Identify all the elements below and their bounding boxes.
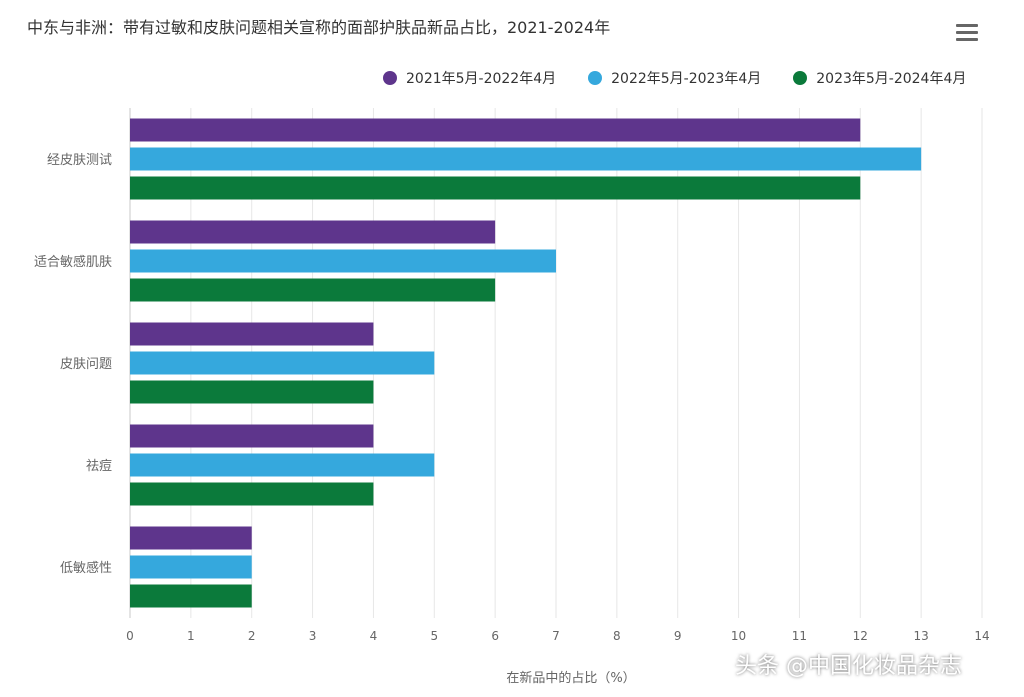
bar <box>130 380 374 404</box>
bar <box>130 118 861 142</box>
legend-item-series-3[interactable]: 2023年5月-2024年4月 <box>793 68 966 88</box>
legend-label-series-1: 2021年5月-2022年4月 <box>406 71 557 87</box>
bar <box>130 249 556 273</box>
category-label: 皮肤问题 <box>60 357 112 372</box>
x-tick-label: 8 <box>613 629 621 643</box>
hamburger-menu-icon[interactable] <box>956 24 978 42</box>
x-axis-label: 在新品中的占比（%） <box>506 670 635 686</box>
x-tick-label: 7 <box>552 629 560 643</box>
x-tick-label: 13 <box>914 629 929 643</box>
x-tick-label: 1 <box>187 629 195 643</box>
bar <box>130 453 435 477</box>
bar <box>130 278 496 302</box>
watermark-text: 头条 @中国化妆品杂志 <box>735 654 962 679</box>
x-tick-label: 4 <box>370 629 378 643</box>
bar <box>130 220 496 244</box>
legend-swatch-series-3 <box>793 71 808 85</box>
x-tick-label: 11 <box>792 629 807 643</box>
x-tick-label: 2 <box>248 629 256 643</box>
category-label: 低敏感性 <box>60 560 112 576</box>
legend-item-series-2[interactable]: 2022年5月-2023年4月 <box>588 68 761 88</box>
bar <box>130 424 374 448</box>
bar <box>130 176 861 200</box>
bar <box>130 351 435 375</box>
bar <box>130 482 374 506</box>
legend-item-series-1[interactable]: 2021年5月-2022年4月 <box>383 68 556 88</box>
category-label: 适合敏感肌肤 <box>34 254 112 270</box>
bar <box>130 555 252 579</box>
bar <box>130 584 252 608</box>
x-tick-label: 9 <box>674 629 682 643</box>
legend-swatch-series-2 <box>588 71 603 85</box>
x-tick-label: 6 <box>491 629 499 643</box>
x-tick-label: 3 <box>309 629 317 643</box>
legend-label-series-2: 2022年5月-2023年4月 <box>611 71 762 87</box>
x-tick-label: 12 <box>853 629 868 643</box>
chart-title: 中东与非洲：带有过敏和皮肤问题相关宣称的面部护肤品新品占比，2021-2024年 <box>27 18 611 37</box>
bar <box>130 526 252 550</box>
x-tick-label: 5 <box>430 629 438 643</box>
legend-label-series-3: 2023年5月-2024年4月 <box>816 71 967 87</box>
bar <box>130 147 922 171</box>
bar <box>130 322 374 346</box>
x-tick-label: 14 <box>974 629 989 643</box>
legend: 2021年5月-2022年4月 2022年5月-2023年4月 2023年5月-… <box>383 68 998 88</box>
x-tick-label: 0 <box>126 629 134 643</box>
category-label: 祛痘 <box>86 458 112 474</box>
category-label: 经皮肤测试 <box>47 153 112 168</box>
legend-swatch-series-1 <box>383 71 397 85</box>
x-tick-label: 10 <box>731 629 746 643</box>
